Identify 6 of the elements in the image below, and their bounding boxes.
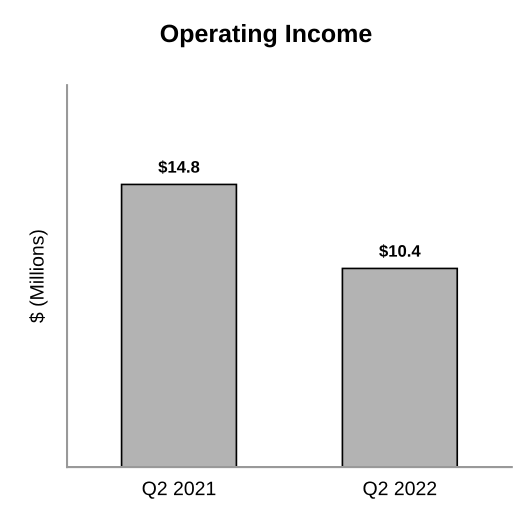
x-tick-label: Q2 2021 xyxy=(142,482,216,499)
data-label: $14.8 xyxy=(158,160,200,174)
x-tick-label: Q2 2022 xyxy=(363,482,436,499)
y-axis-title: $ (Millions) xyxy=(29,230,48,323)
data-label: $10.4 xyxy=(379,244,421,258)
chart-title: Operating Income xyxy=(160,24,372,48)
